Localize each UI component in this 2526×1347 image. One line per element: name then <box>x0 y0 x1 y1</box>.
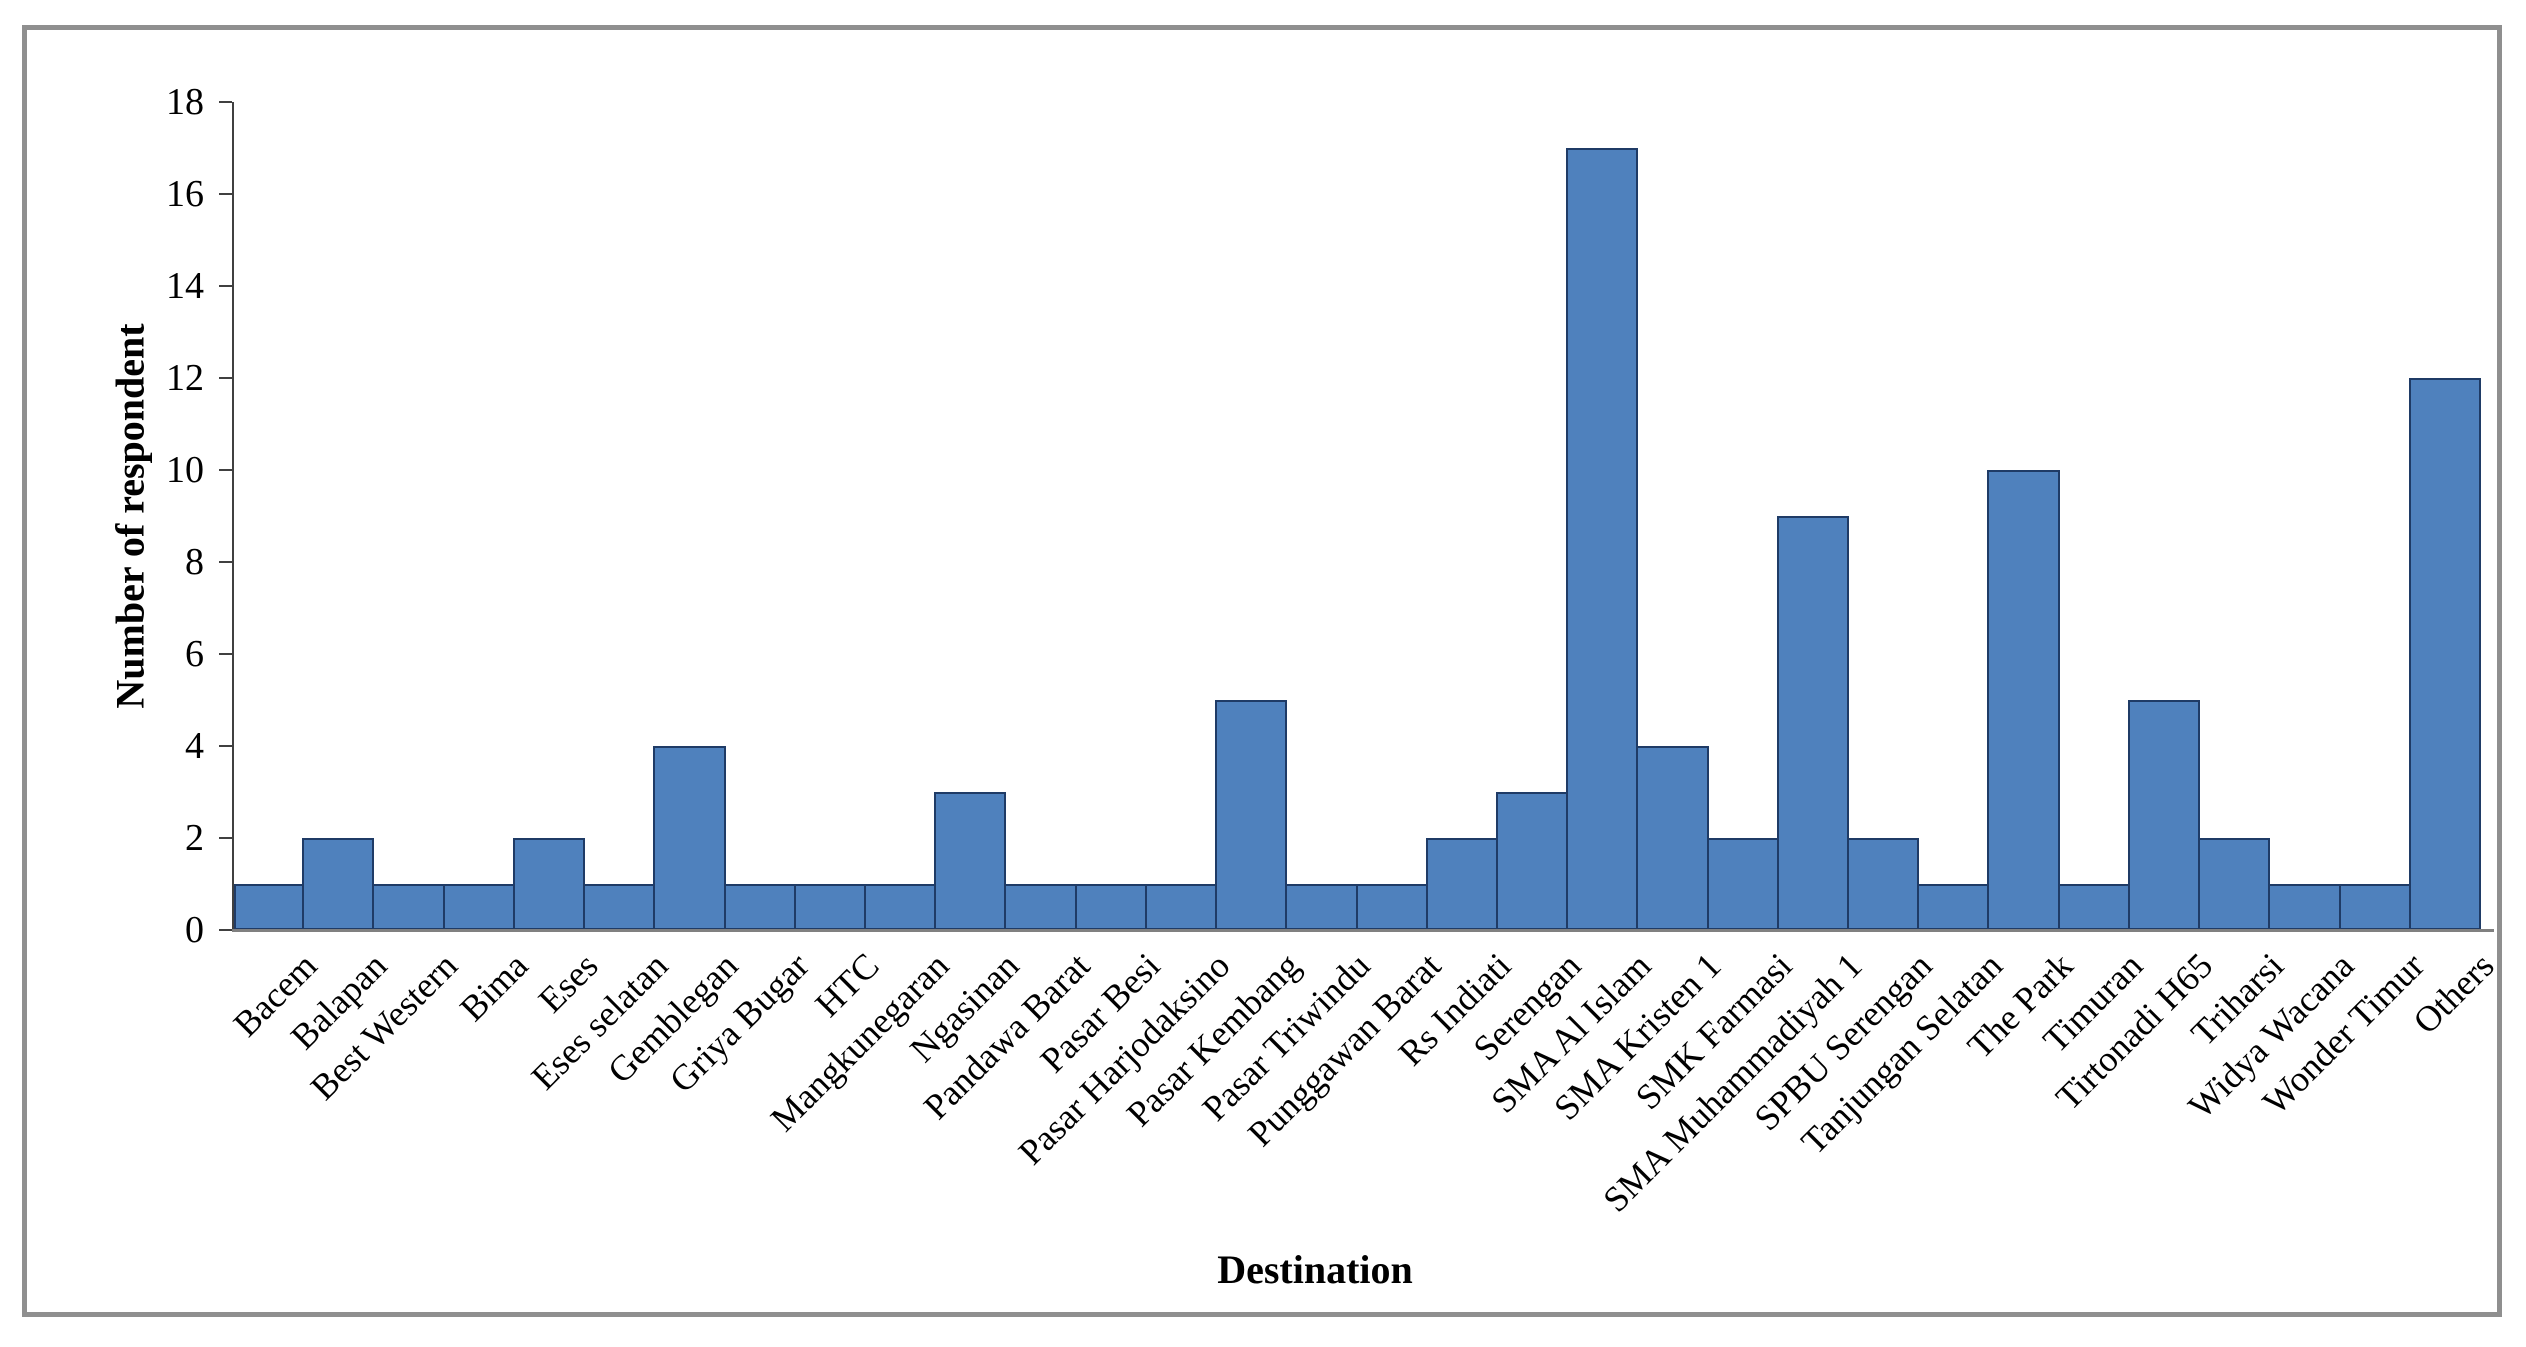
y-tick-mark <box>219 193 232 195</box>
bar <box>583 884 656 930</box>
bar-slot-eses-selatan <box>583 102 656 930</box>
bar <box>1987 470 2060 930</box>
bar <box>1917 884 1990 930</box>
bar-slot-the-park <box>1987 102 2060 930</box>
y-tick-mark <box>219 377 232 379</box>
y-tick-label: 12 <box>166 357 204 399</box>
y-tick-mark <box>219 469 232 471</box>
bar-slot-pandawa-barat <box>1004 102 1077 930</box>
bar <box>793 884 866 930</box>
y-tick-label: 14 <box>166 265 204 307</box>
bar-slot-sma-muhammadiyah-1 <box>1776 102 1850 930</box>
bar-slot-pasar-besi <box>1074 102 1147 930</box>
y-tick-mark <box>219 561 232 563</box>
bar-slot-bacem <box>234 102 305 930</box>
bar-slot-bima <box>442 102 515 930</box>
chart-frame: 0 2 4 6 8 10 12 14 16 18 Bacem Balapan Best Western… <box>22 25 2502 1317</box>
y-tick-mark <box>219 929 232 931</box>
bar-slot-spbu-serengan <box>1847 102 1920 930</box>
bar <box>1495 792 1569 930</box>
bar-slot-triharsi <box>2198 102 2271 930</box>
bar-slot-pasar-kembang <box>1215 102 1288 930</box>
bar <box>653 746 726 930</box>
y-tick-mark <box>219 653 232 655</box>
bar <box>934 792 1007 930</box>
bar <box>442 884 515 930</box>
y-tick-mark <box>219 837 232 839</box>
bar <box>1285 884 1358 930</box>
y-tick-label: 16 <box>166 173 204 215</box>
x-tick-label: Bima <box>451 945 536 1029</box>
bar-slot-balapan <box>302 102 375 930</box>
bar-slot-widya-wacana <box>2268 102 2341 930</box>
bar <box>723 884 796 930</box>
bar-slot-gemblegan <box>653 102 726 930</box>
y-tick-label: 0 <box>185 909 204 951</box>
bar <box>1636 746 1709 930</box>
y-tick-mark <box>219 745 232 747</box>
bar <box>863 884 937 930</box>
y-tick-label: 4 <box>185 725 204 767</box>
bar <box>302 838 375 930</box>
bar <box>2268 884 2341 930</box>
x-axis-labels: Bacem Balapan Best Western Bima Eses Eses sel… <box>226 930 2502 1219</box>
bar <box>2338 884 2411 930</box>
x-axis-title: Destination <box>1217 1247 1413 1292</box>
bar-slot-best-western <box>372 102 445 930</box>
y-axis-line <box>232 102 234 932</box>
bar <box>1776 516 1850 930</box>
bar <box>1355 884 1428 930</box>
bar <box>1847 838 1920 930</box>
bar <box>372 884 445 930</box>
bar <box>2198 838 2271 930</box>
y-tick-label: 2 <box>185 817 204 859</box>
x-axis-line <box>232 929 2494 932</box>
bar-slot-timuran <box>2057 102 2130 930</box>
bar <box>512 838 586 930</box>
bar-slot-wonder-timur <box>2338 102 2411 930</box>
bar-slot-tanjungan-selatan <box>1917 102 1990 930</box>
bar <box>1706 838 1779 930</box>
bar-slot-mangkunegaran <box>863 102 937 930</box>
bar <box>1004 884 1077 930</box>
bar-slot-griya-bugar <box>723 102 796 930</box>
bar <box>1566 148 1639 930</box>
bar-slot-pasar-triwindu <box>1285 102 1358 930</box>
bar <box>1144 884 1218 930</box>
bar-slot-sma-al-islam <box>1566 102 1639 930</box>
bar-slot-others <box>2408 102 2481 930</box>
y-tick-label: 8 <box>185 541 204 583</box>
y-tick-label: 18 <box>166 81 204 123</box>
bar-slot-punggawan-barat <box>1355 102 1428 930</box>
bar-slot-serengan <box>1495 102 1569 930</box>
bar <box>2127 700 2201 930</box>
bar <box>2057 884 2130 930</box>
bar <box>1074 884 1147 930</box>
y-tick-label: 6 <box>185 633 204 675</box>
bar-slot-sma-kristen-1 <box>1636 102 1709 930</box>
bar-slot-htc <box>793 102 866 930</box>
y-axis-title: Number of respondent <box>107 323 153 709</box>
bar-series <box>234 102 2481 930</box>
plot-area: 0 2 4 6 8 10 12 14 16 18 Bacem Balapan Best Western… <box>166 83 2502 1220</box>
bar-slot-pasar-harjodaksino <box>1144 102 1218 930</box>
bar-slot-smk-farmasi <box>1706 102 1779 930</box>
bar-slot-eses <box>512 102 586 930</box>
bar-slot-tirtonadi-h65 <box>2127 102 2201 930</box>
y-tick-mark <box>219 101 232 103</box>
x-tick-label: Others <box>2405 945 2502 1042</box>
y-tick-label: 10 <box>166 449 204 491</box>
bar <box>1215 700 1288 930</box>
bar <box>1425 838 1498 930</box>
bar <box>2408 378 2481 930</box>
bar-slot-rs-indiati <box>1425 102 1498 930</box>
bar <box>234 884 305 930</box>
bar-slot-ngasinan <box>934 102 1007 930</box>
y-tick-mark <box>219 285 232 287</box>
